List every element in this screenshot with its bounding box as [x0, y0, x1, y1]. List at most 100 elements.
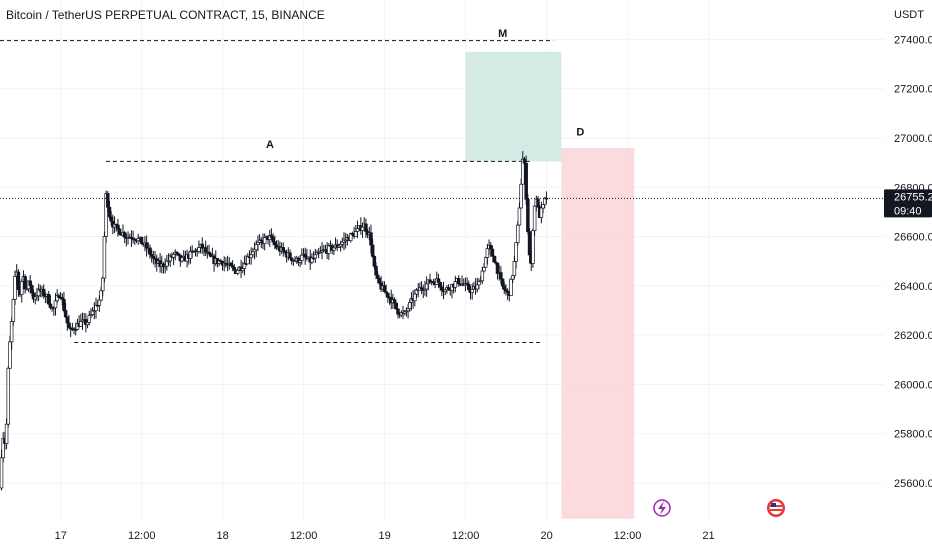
green-zone	[465, 51, 562, 162]
candle	[229, 262, 233, 266]
candle	[475, 284, 480, 290]
candle	[30, 285, 34, 294]
candle	[369, 232, 373, 246]
candle	[374, 265, 378, 276]
candle	[6, 367, 11, 425]
price-axis[interactable]	[884, 0, 932, 520]
candle	[254, 244, 259, 251]
price-tick-label: 26200.0	[894, 330, 932, 342]
candle	[531, 230, 535, 264]
candle	[8, 341, 12, 369]
candle	[485, 248, 490, 258]
candle	[408, 302, 412, 310]
candle	[313, 254, 318, 259]
candle	[139, 236, 144, 244]
candle	[509, 278, 513, 296]
price-tick-label: 27200.0	[894, 84, 932, 96]
candle	[109, 216, 113, 222]
candle	[271, 236, 275, 243]
candle	[372, 256, 377, 267]
candle	[502, 285, 507, 290]
candle	[53, 300, 58, 309]
candle	[11, 299, 16, 322]
candle	[281, 247, 286, 252]
candle	[483, 257, 488, 268]
candle	[539, 207, 544, 219]
time-tick-label: 12:00	[290, 530, 318, 542]
candle	[424, 283, 429, 290]
candle	[490, 248, 495, 257]
candle	[41, 288, 46, 296]
time-tick-label: 12:00	[614, 530, 642, 542]
candle	[482, 266, 486, 272]
grid	[0, 0, 884, 520]
candle	[514, 242, 518, 262]
candles	[0, 151, 549, 491]
candle	[180, 257, 184, 262]
candle	[197, 247, 201, 252]
candle	[148, 247, 152, 255]
candle	[249, 254, 253, 259]
price-tick-label: 25800.0	[894, 429, 932, 441]
candle	[364, 223, 368, 232]
candle	[0, 457, 4, 489]
zones	[465, 51, 635, 519]
candle	[79, 321, 83, 327]
candle	[144, 242, 149, 249]
candle	[355, 228, 360, 232]
candle	[499, 272, 503, 280]
candle	[541, 204, 545, 209]
candle	[396, 308, 400, 315]
candle	[99, 290, 103, 301]
candle	[16, 271, 21, 290]
lightning-icon[interactable]	[653, 499, 671, 517]
candle	[20, 281, 24, 295]
candle	[102, 236, 107, 279]
price-tick-label: 26600.0	[894, 232, 932, 244]
us-flag-icon[interactable]	[767, 499, 785, 517]
candle	[288, 252, 292, 259]
candle	[4, 423, 9, 444]
candle	[386, 292, 390, 298]
candle	[360, 226, 365, 231]
candle	[67, 322, 71, 329]
candle	[522, 158, 527, 164]
time-tick-label: 19	[379, 530, 391, 542]
candle	[436, 278, 441, 283]
candle	[327, 245, 331, 254]
candle	[495, 262, 500, 274]
candle	[510, 275, 515, 280]
candle	[303, 253, 307, 258]
candle	[235, 270, 240, 274]
current-price-tag: 26755.2 09:40	[884, 189, 932, 218]
candle	[440, 286, 444, 291]
candle	[370, 244, 375, 257]
candle	[500, 278, 505, 287]
candle	[532, 205, 537, 232]
candle	[100, 277, 105, 292]
candle	[536, 198, 540, 208]
candle	[171, 253, 176, 258]
candle	[116, 224, 120, 230]
time-tick-label: 12:00	[128, 530, 156, 542]
candle	[470, 288, 474, 294]
candle	[517, 207, 522, 226]
current-price-value: 26755.2	[894, 191, 932, 203]
candle	[62, 299, 66, 311]
candle	[251, 251, 255, 256]
candle	[375, 274, 380, 279]
candle	[97, 299, 102, 306]
candle	[273, 241, 277, 246]
candle	[492, 255, 496, 263]
time-tick-label: 20	[540, 530, 552, 542]
candle	[203, 247, 208, 253]
chart-title: Bitcoin / TetherUS PERPETUAL CONTRACT, 1…	[6, 8, 325, 22]
candle	[13, 275, 17, 300]
candle	[456, 278, 461, 285]
annotation-m: M	[498, 28, 507, 40]
candle	[489, 244, 493, 250]
time-tick-label: 18	[217, 530, 229, 542]
levels	[0, 40, 554, 344]
candle	[515, 224, 520, 243]
